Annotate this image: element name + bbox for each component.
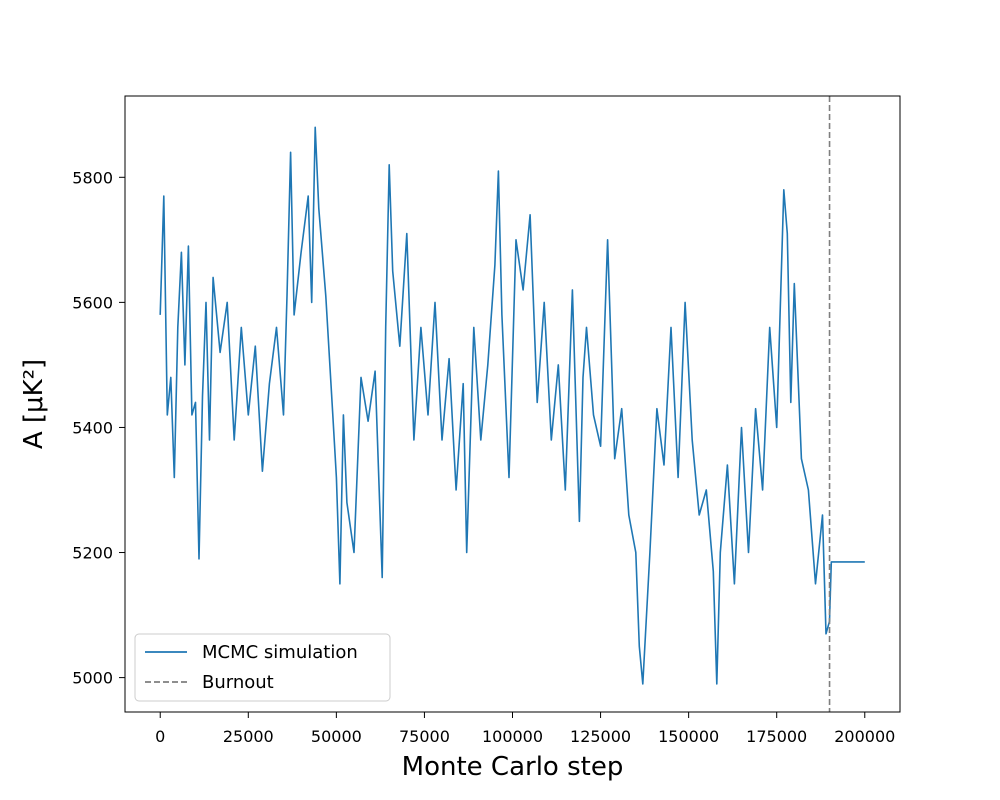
x-tick-label: 0 bbox=[155, 727, 165, 746]
x-tick-label: 175000 bbox=[746, 727, 807, 746]
plot-area bbox=[159, 96, 865, 712]
x-tick-label: 75000 bbox=[399, 727, 450, 746]
x-tick-label: 25000 bbox=[223, 727, 274, 746]
axes: 0 25000 50000 75000 100000 125000 150000 175000… bbox=[72, 95, 901, 746]
x-tick-label: 50000 bbox=[311, 727, 362, 746]
legend: MCMC simulation Burnout bbox=[134, 633, 391, 702]
legend-box bbox=[134, 633, 391, 702]
legend-label-mcmc: MCMC simulation bbox=[202, 642, 358, 663]
legend-label-burnout: Burnout bbox=[202, 672, 274, 693]
y-axis-label: A [μK²] bbox=[19, 359, 49, 449]
x-tick-label: 100000 bbox=[482, 727, 543, 746]
y-tick-label: 5200 bbox=[72, 544, 113, 563]
axes-frame bbox=[124, 95, 901, 713]
y-tick-label: 5800 bbox=[72, 168, 113, 187]
x-tick-label: 150000 bbox=[658, 727, 719, 746]
y-tick-label: 5000 bbox=[72, 669, 113, 688]
y-tick-label: 5600 bbox=[72, 293, 113, 312]
series-line-mcmc bbox=[159, 126, 865, 685]
x-tick-label: 125000 bbox=[570, 727, 631, 746]
x-tick-label: 200000 bbox=[834, 727, 895, 746]
x-axis-label: Monte Carlo step bbox=[402, 752, 624, 782]
y-tick-label: 5400 bbox=[72, 418, 113, 437]
